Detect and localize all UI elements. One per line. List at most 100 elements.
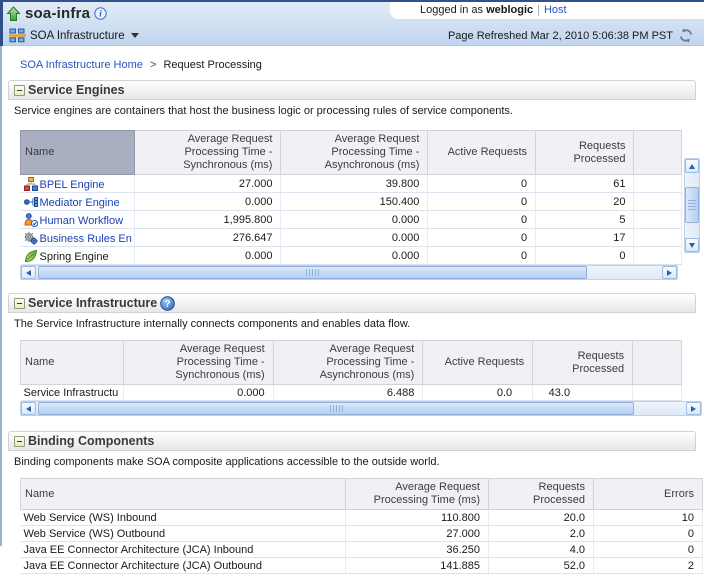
column-header-errors[interactable]: Errors	[593, 478, 703, 510]
table-row: Java EE Connector Architecture (JCA) Inb…	[20, 541, 703, 558]
spacer-cell	[633, 174, 682, 193]
cell-avg-sync: 0.000	[134, 192, 282, 211]
column-header-name[interactable]: Name	[20, 340, 124, 385]
table-row: BPEL Engine 27.000 39.800 0 61	[20, 174, 682, 193]
column-header-active-requests[interactable]: Active Requests	[422, 340, 534, 385]
table-row: Human Workflow 1,995.800 0.000 0 5	[20, 210, 682, 229]
horizontal-scrollbar[interactable]	[20, 265, 678, 280]
table-row: Web Service (WS) Outbound 27.000 2.0 0	[20, 525, 703, 542]
infrastructure-name-cell: Service Infrastructu	[20, 384, 124, 401]
collapse-minus-icon[interactable]	[14, 435, 25, 447]
cell-avg-async: 0.000	[280, 210, 429, 229]
mediator-engine-icon	[23, 195, 38, 209]
column-header-avg-sync[interactable]: Average Request Processing Time - Synchr…	[122, 340, 274, 385]
collapse-minus-icon[interactable]	[14, 297, 25, 309]
engine-label: Spring Engine	[39, 250, 109, 263]
breadcrumb-home-link[interactable]: SOA Infrastructure Home	[20, 59, 143, 71]
binding-components-table: Name Average Request Processing Time (ms…	[20, 478, 703, 574]
service-infrastructure-section-header[interactable]: Service Infrastructure ?	[8, 293, 696, 313]
service-engines-section-header[interactable]: Service Engines	[8, 80, 696, 100]
cell-errors: 2	[593, 557, 703, 574]
binding-name-cell: Java EE Connector Architecture (JCA) Out…	[20, 557, 346, 574]
column-header-requests-processed[interactable]: Requests Processed	[532, 340, 634, 385]
scroll-up-button[interactable]	[685, 159, 699, 173]
horizontal-scroll-track[interactable]	[37, 402, 685, 415]
cell-avg-async: 0.000	[280, 228, 429, 247]
cell-avg-sync: 27.000	[134, 174, 282, 193]
engine-link[interactable]: Business Rules En	[39, 232, 132, 245]
column-header-active-requests[interactable]: Active Requests	[427, 130, 537, 175]
service-infrastructure-table: Name Average Request Processing Time - S…	[20, 340, 682, 401]
section-binding-components: Binding Components Binding components ma…	[0, 431, 704, 574]
refresh-icon[interactable]	[678, 28, 694, 43]
cell-requests-processed: 61	[535, 174, 635, 193]
vertical-scrollbar[interactable]	[684, 158, 700, 253]
cell-active-requests: 0	[427, 228, 537, 247]
cell-requests-processed: 4.0	[488, 541, 594, 558]
cell-avg-sync: 276.647	[134, 228, 282, 247]
horizontal-scroll-thumb[interactable]	[38, 266, 588, 279]
up-arrow-icon[interactable]	[6, 5, 21, 22]
scroll-right-icon	[691, 405, 696, 412]
column-header-avg-time[interactable]: Average Request Processing Time (ms)	[345, 478, 489, 510]
column-header-requests-processed[interactable]: Requests Processed	[488, 478, 594, 510]
scroll-left-button[interactable]	[21, 266, 36, 279]
soa-infrastructure-menu[interactable]: SOA Infrastructure	[30, 29, 125, 42]
spacer-cell	[633, 246, 682, 265]
cell-avg-async: 0.000	[280, 246, 429, 265]
page-refreshed-label: Page Refreshed Mar 2, 2010 5:06:38 PM PS…	[447, 29, 673, 42]
help-icon[interactable]: ?	[160, 295, 176, 311]
column-header-name[interactable]: Name	[20, 130, 135, 175]
scroll-left-icon	[26, 405, 31, 412]
table-row: Spring Engine 0.000 0.000 0 0	[20, 246, 682, 265]
binding-name-cell: Web Service (WS) Inbound	[20, 509, 346, 526]
engine-link[interactable]: Human Workflow	[39, 214, 124, 227]
horizontal-scroll-track[interactable]	[37, 266, 661, 279]
service-engines-description: Service engines are containers that host…	[14, 105, 513, 117]
header-row: Name Average Request Processing Time (ms…	[20, 478, 703, 510]
header-row: Name Average Request Processing Time - S…	[20, 130, 682, 175]
column-header-avg-sync[interactable]: Average Request Processing Time - Synchr…	[133, 130, 282, 175]
scroll-left-button[interactable]	[21, 402, 36, 415]
binding-components-section-header[interactable]: Binding Components	[8, 431, 696, 451]
soa-infrastructure-icon	[9, 28, 26, 43]
host-link[interactable]: Host	[543, 4, 567, 16]
context-menu-row: SOA Infrastructure	[9, 28, 139, 43]
scroll-up-icon	[689, 163, 695, 169]
business-rules-icon	[24, 231, 38, 245]
chevron-down-icon	[130, 33, 139, 38]
vertical-scroll-track[interactable]	[685, 173, 699, 238]
scroll-down-button[interactable]	[685, 238, 699, 252]
engine-name-cell: Human Workflow	[20, 210, 135, 229]
info-icon[interactable]: i	[94, 7, 107, 20]
column-header-avg-async[interactable]: Average Request Processing Time - Asynch…	[280, 130, 429, 175]
cell-avg-async: 6.488	[273, 384, 424, 401]
cell-avg-time: 141.885	[345, 557, 489, 574]
collapse-minus-icon[interactable]	[14, 84, 25, 96]
binding-name-cell: Java EE Connector Architecture (JCA) Inb…	[20, 541, 346, 558]
horizontal-scrollbar[interactable]	[20, 401, 702, 416]
scroll-down-icon	[689, 242, 695, 248]
cell-avg-time: 110.800	[345, 509, 489, 526]
engine-link[interactable]: BPEL Engine	[39, 178, 105, 191]
cell-active-requests: 0	[427, 210, 537, 229]
spacer-column-header	[632, 340, 682, 385]
table-row: Service Infrastructu 0.000 6.488 0.0 43.…	[20, 384, 682, 401]
horizontal-scroll-thumb[interactable]	[38, 402, 635, 415]
column-header-avg-async[interactable]: Average Request Processing Time - Asynch…	[272, 340, 424, 385]
service-engines-table-wrap: Name Average Request Processing Time - S…	[20, 130, 700, 280]
engine-name-cell: BPEL Engine	[20, 174, 135, 193]
scroll-right-button[interactable]	[662, 266, 677, 279]
svg-text:?: ?	[165, 299, 171, 310]
engine-link[interactable]: Mediator Engine	[39, 196, 120, 209]
column-header-name[interactable]: Name	[20, 478, 346, 510]
binding-components-description: Binding components make SOA composite ap…	[14, 456, 440, 468]
cell-avg-async: 39.800	[280, 174, 429, 193]
column-header-requests-processed[interactable]: Requests Processed	[535, 130, 635, 175]
scroll-right-button[interactable]	[686, 402, 701, 415]
service-engines-table: Name Average Request Processing Time - S…	[20, 130, 682, 265]
spacer-column-header	[633, 130, 682, 175]
cell-requests-processed: 17	[535, 228, 635, 247]
service-infrastructure-title: Service Infrastructure	[28, 296, 158, 310]
vertical-scroll-thumb[interactable]	[685, 187, 699, 224]
